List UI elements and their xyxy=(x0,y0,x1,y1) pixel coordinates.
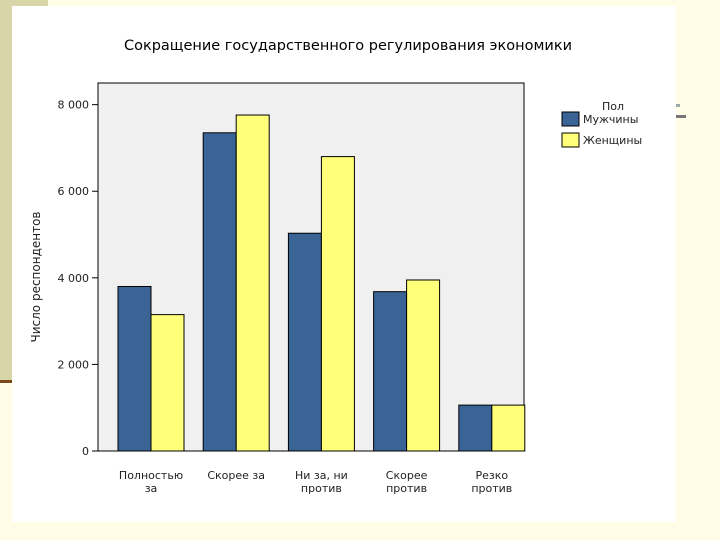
bar-male xyxy=(202,132,237,452)
x-category-label: Скорее xyxy=(386,469,428,482)
x-category-label: против xyxy=(471,482,512,495)
x-category-label: Ни за, ни xyxy=(295,469,348,482)
bar-female xyxy=(491,404,526,452)
legend-title: Пол xyxy=(602,100,624,113)
right-decor-mark-2 xyxy=(674,104,680,107)
y-tick-label: 8 000 xyxy=(58,99,90,112)
y-axis-label: Число респондентов xyxy=(29,211,43,342)
bar-female xyxy=(235,114,270,452)
y-tick-label: 4 000 xyxy=(58,272,90,285)
x-category-label: Скорее за xyxy=(207,469,265,482)
bar-female xyxy=(320,156,355,452)
x-category-label: Резко xyxy=(475,469,508,482)
x-category-label: Полностью xyxy=(119,469,183,482)
x-category-label: за xyxy=(145,482,158,495)
bar-chart: Сокращение государственного регулировани… xyxy=(29,38,642,495)
chart-title: Сокращение государственного регулировани… xyxy=(124,38,572,54)
bar-male xyxy=(287,232,322,452)
legend-entry-label: Мужчины xyxy=(583,113,638,126)
bars-group xyxy=(117,114,526,452)
y-tick-label: 0 xyxy=(82,445,89,458)
bar-female xyxy=(406,279,441,452)
y-tick-label: 6 000 xyxy=(58,185,90,198)
legend-entry-label: Женщины xyxy=(583,134,642,147)
y-tick-label: 2 000 xyxy=(58,358,90,371)
legend-swatch xyxy=(561,111,580,127)
legend-swatch xyxy=(561,132,580,148)
right-decor-mark xyxy=(676,115,686,118)
bar-male xyxy=(373,291,408,452)
bar-male xyxy=(458,404,493,452)
y-axis: 0 2 000 4 000 6 000 8 000 xyxy=(58,99,98,458)
bar-male xyxy=(117,285,152,452)
x-category-label: против xyxy=(386,482,427,495)
x-category-label: против xyxy=(301,482,342,495)
legend: Пол Мужчины Женщины xyxy=(561,100,642,148)
chart-panel: Сокращение государственного регулировани… xyxy=(12,6,676,522)
bar-female xyxy=(150,314,185,452)
